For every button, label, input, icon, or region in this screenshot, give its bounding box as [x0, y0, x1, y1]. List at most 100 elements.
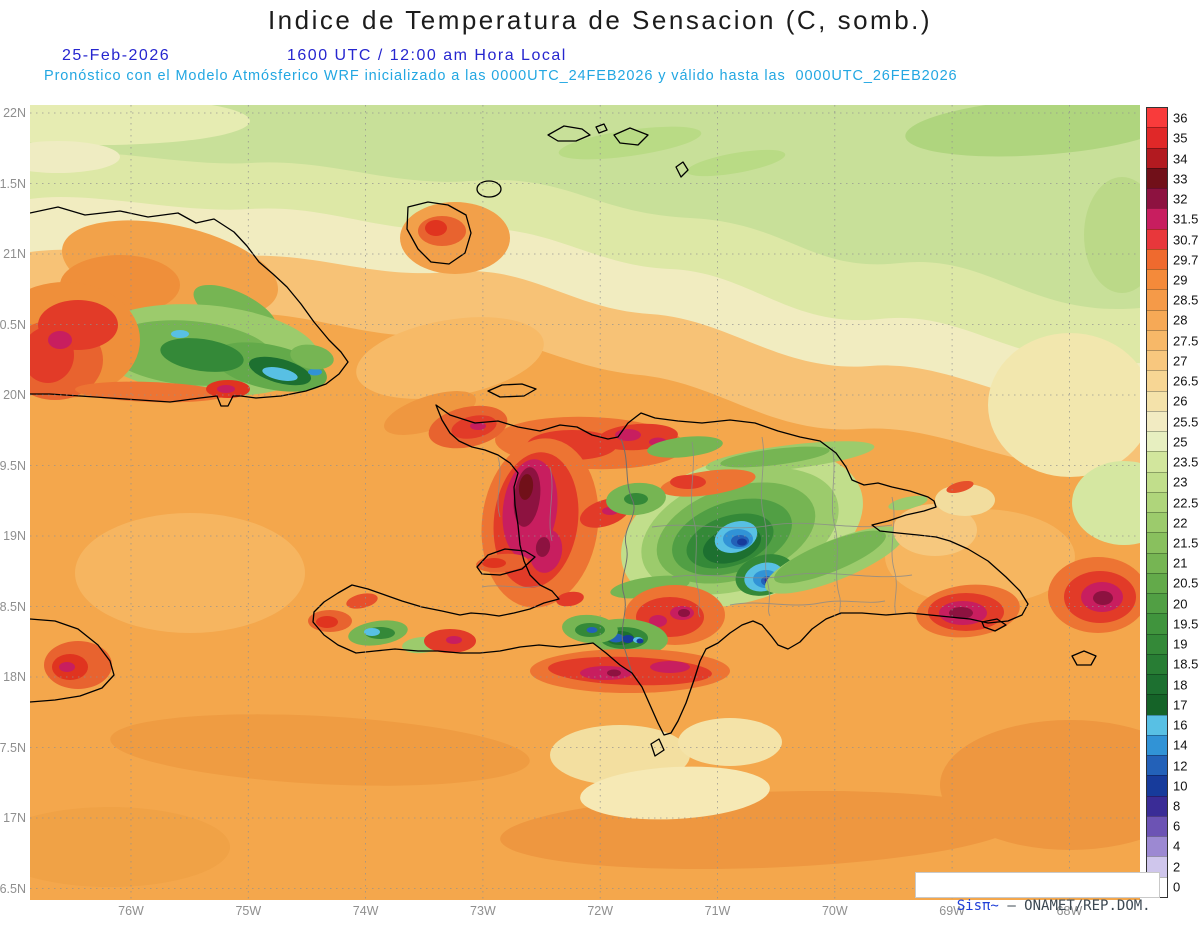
colorbar-cell: [1147, 228, 1167, 249]
admin-boundaries: [481, 436, 913, 618]
colorbar-cell: [1147, 329, 1167, 350]
colorbar-value: 23.5: [1173, 454, 1199, 470]
grand-turk-island: [675, 161, 689, 178]
colorbar-value: 20: [1173, 596, 1188, 612]
colorbar-value: 0: [1173, 879, 1181, 895]
lon-tick-label: 69W: [939, 904, 965, 918]
beata-island: [650, 738, 665, 757]
map-canvas: [0, 97, 1200, 900]
colorbar-cell: [1147, 633, 1167, 654]
colorbar-value: 20.5: [1173, 575, 1199, 591]
colorbar-cell: [1147, 653, 1167, 674]
colorbar-cell: [1147, 613, 1167, 634]
colorbar-value: 36: [1173, 110, 1188, 126]
colorbar-value: 10: [1173, 778, 1188, 794]
colorbar-value: 29.7: [1173, 252, 1199, 268]
lat-tick-label: 17.5N: [0, 740, 26, 755]
colorbar-value: 33: [1173, 171, 1188, 187]
model-info: Pronóstico con el Modelo Atmósferico WRF…: [44, 68, 958, 84]
lon-tick-label: 73W: [470, 904, 496, 918]
colorbar: [1146, 107, 1168, 898]
mona-island: [1071, 650, 1097, 666]
lon-tick-label: 71W: [704, 904, 731, 918]
province-boundaries: [497, 456, 501, 518]
colorbar-cell: [1147, 431, 1167, 452]
graticule: [30, 105, 1140, 900]
colorbar-cell: [1147, 127, 1167, 148]
weather-map: [0, 97, 1200, 900]
colorbar-value: 17: [1173, 697, 1188, 713]
colorbar-value: 18: [1173, 677, 1188, 693]
colorbar-value: 21.5: [1173, 535, 1199, 551]
temperature-field: [0, 97, 1200, 900]
colorbar-labels: 36 35 34 33 32 31.5 30.7 29.7 29 28.5 28 27.5 27 26.5…: [1173, 107, 1200, 898]
branding-box: Sisπ~ – ONAMET/REP.DOM.: [915, 872, 1160, 914]
colorbar-cell: [1147, 755, 1167, 776]
saona-island: [981, 618, 1007, 632]
colorbar-cell: [1147, 108, 1167, 128]
colorbar-cell: [1147, 451, 1167, 472]
lon-axis: 76W 75W 74W 73W 72W 71W 70W 69W 68W: [30, 904, 1140, 924]
branding-suffix: – ONAMET/REP.DOM.: [1007, 898, 1151, 914]
colorbar-cell: [1147, 390, 1167, 411]
colorbar-cell: [1147, 572, 1167, 593]
colorbar-cell: [1147, 714, 1167, 735]
colorbar-value: 32: [1173, 191, 1188, 207]
colorbar-cell: [1147, 167, 1167, 188]
colorbar-cell: [1147, 815, 1167, 836]
colorbar-cell: [1147, 309, 1167, 330]
colorbar-cell: [1147, 674, 1167, 695]
colorbar-value: 22.5: [1173, 495, 1199, 510]
colorbar-cell: [1147, 593, 1167, 614]
colorbar-cell: [1147, 350, 1167, 371]
colorbar-value: 22: [1173, 515, 1188, 531]
province-boundaries: [671, 572, 913, 579]
province-boundaries: [891, 496, 897, 615]
province-boundaries: [651, 522, 893, 529]
lat-axis: 22N 21.5N 21N 20.5N 20N 19.5N 19N 18.5N 18N 17.5N…: [0, 105, 27, 900]
colorbar-cell: [1147, 532, 1167, 553]
colorbar-value: 34: [1173, 151, 1188, 167]
colorbar-cell: [1147, 410, 1167, 431]
colorbar-cell: [1147, 491, 1167, 512]
gonave-island: [476, 548, 536, 576]
colorbar-value: 25: [1173, 434, 1188, 450]
cuba-coastline: [29, 206, 349, 407]
colorbar-value: 18.5: [1173, 656, 1199, 672]
little-inagua-island: [476, 180, 502, 198]
colorbar-cell: [1147, 289, 1167, 310]
lon-tick-label: 75W: [235, 904, 262, 918]
colorbar-value: 23: [1173, 474, 1188, 490]
lon-tick-label: 76W: [118, 904, 144, 918]
colorbar-cell: [1147, 208, 1167, 229]
lon-tick-label: 70W: [821, 904, 848, 918]
colorbar-value: 14: [1173, 737, 1188, 753]
colorbar-value: 19.5: [1173, 616, 1199, 632]
colorbar-cell: [1147, 552, 1167, 573]
colorbar-value: 8: [1173, 798, 1181, 814]
colorbar-value: 2: [1173, 859, 1181, 875]
lon-tick-label: 72W: [587, 904, 614, 918]
province-boundaries: [549, 466, 553, 542]
province-boundaries: [760, 436, 771, 617]
great-inagua-island: [406, 201, 472, 265]
colorbar-value: 28.5: [1173, 292, 1199, 308]
lat-tick-label: 22N: [3, 106, 26, 120]
colorbar-cell: [1147, 836, 1167, 857]
colorbar-value: 28: [1173, 312, 1188, 328]
jamaica-coastline: [29, 618, 115, 703]
caicos-islands: [595, 123, 608, 134]
page-title: Indice de Temperatura de Sensacion (C, s…: [267, 5, 933, 35]
colorbar-value: 31.5: [1173, 211, 1199, 227]
colorbar-value: 6: [1173, 818, 1181, 834]
colorbar-cell: [1147, 775, 1167, 796]
colorbar-value: 29: [1173, 272, 1188, 288]
caicos-islands: [613, 127, 649, 146]
colorbar-cell: [1147, 734, 1167, 755]
colorbar-cell: [1147, 795, 1167, 816]
lat-tick-label: 18N: [3, 670, 26, 684]
lat-tick-label: 17N: [3, 811, 26, 825]
valid-time: 1600 UTC / 12:00 am Hora Local: [287, 47, 567, 64]
colorbar-cell: [1147, 512, 1167, 533]
